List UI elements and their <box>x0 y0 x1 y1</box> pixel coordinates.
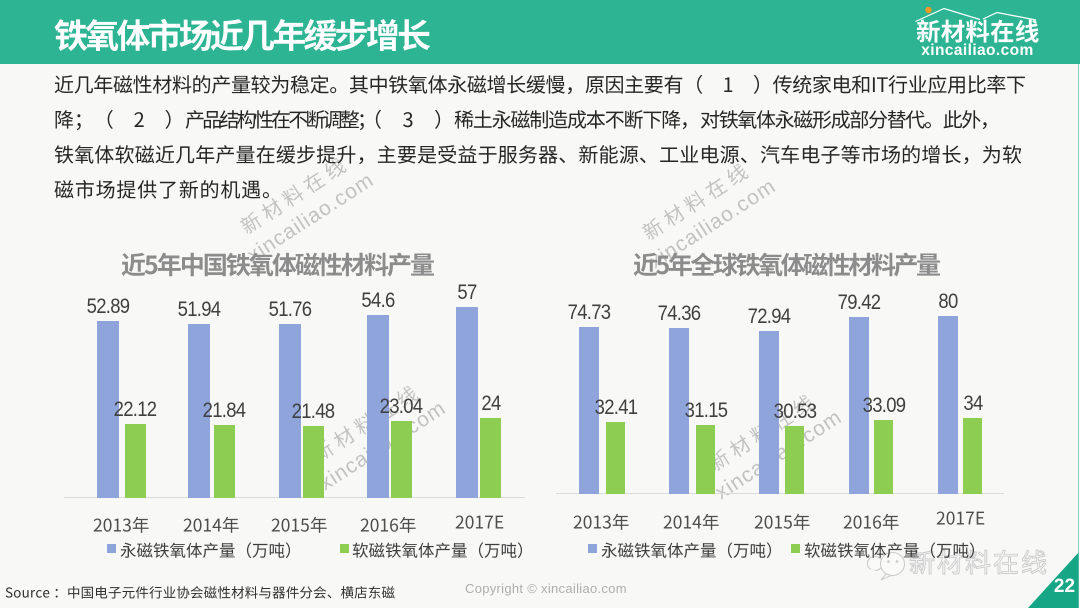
svg-text:22: 22 <box>1054 576 1075 597</box>
